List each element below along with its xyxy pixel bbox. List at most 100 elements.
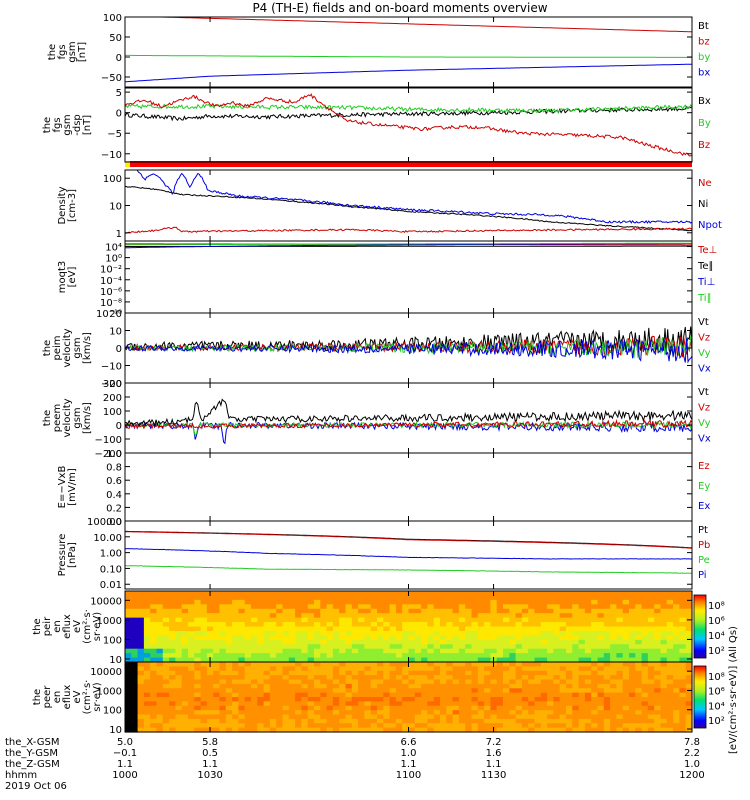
y-label-line: eflux	[62, 614, 73, 639]
legend: Pt Pb Pe Pi	[698, 525, 710, 581]
y-label-line: the	[47, 44, 58, 60]
legend-entry: Te∥	[697, 261, 714, 272]
legend-entry: Bx	[698, 96, 711, 107]
y-tick-label: 0.0	[106, 517, 122, 528]
series-line-ne	[125, 226, 693, 234]
y-tick-label: 100	[103, 13, 122, 24]
y-label-line: E=−VxB	[57, 466, 68, 509]
chart-title: P4 (TH-E) fields and on-board moments ov…	[252, 1, 547, 15]
y-tick-label: 1000	[97, 687, 122, 698]
series-line-bt	[162, 16, 692, 33]
y-label-line: [nPa]	[67, 542, 78, 568]
y-label-line: en	[52, 620, 63, 633]
spectrogram-2	[125, 662, 693, 733]
panel-frame	[124, 520, 693, 590]
legend-entry: Vz	[698, 333, 710, 344]
legend-entry: By	[698, 118, 711, 129]
legend-entry: Vx	[698, 364, 711, 375]
legend-entry: Bz	[698, 140, 710, 151]
y-label-line: sr·eV)	[92, 612, 103, 641]
y-label-line: gsm	[67, 41, 78, 62]
panel-frame	[124, 87, 693, 163]
legend-entry: Vt	[698, 387, 709, 398]
y-tick-label: 10	[109, 202, 122, 213]
legend-entry: by	[698, 52, 710, 63]
y-label-line: (cm²·s·	[82, 609, 93, 644]
legend-entry: Ez	[698, 461, 710, 472]
legend-entry: Vy	[698, 348, 711, 359]
y-tick-label: 100	[103, 706, 122, 717]
legend-entry: Vt	[698, 317, 709, 328]
y-tick-label: 1.0	[106, 449, 122, 460]
y-tick-label: 1.00	[100, 549, 122, 560]
y-tick-label: 5	[116, 88, 122, 99]
series-line-by	[124, 103, 693, 114]
legend-entry: Ti⊥	[697, 277, 715, 288]
y-tick-label: 0.10	[100, 564, 122, 575]
y-label-line: gsm	[72, 407, 83, 428]
legend: Bt bz by bx	[698, 21, 710, 79]
y-tick-label: −50	[101, 73, 122, 84]
legend: Vt Vz Vy Vx	[698, 317, 711, 375]
colorbar-tick-label: 10⁶	[708, 616, 725, 627]
y-tick-label: 100.00	[87, 517, 122, 528]
y-label-line: fgs	[57, 44, 68, 59]
time-axis-row-label: hhmm	[5, 770, 37, 781]
time-axis-value: 1100	[396, 770, 421, 781]
series-line-pe	[124, 565, 693, 574]
legend-entry: Pe	[698, 555, 710, 566]
y-tick-label: 10	[109, 327, 122, 338]
y-axis-label: the peem velocity gsm [km/s]	[42, 398, 93, 437]
y-label-line: [cm-3]	[67, 189, 78, 222]
y-label-line: Density	[57, 186, 68, 224]
legend: Te⊥ Te∥ Ti⊥ Ti∥	[697, 245, 717, 304]
series-line-vy	[124, 420, 693, 437]
series-line-vt	[124, 398, 693, 427]
y-tick-label: 10⁻¹⁰	[96, 309, 122, 320]
y-label-line: [km/s]	[82, 402, 93, 434]
y-axis-label: E=−VxB [mV/m]	[57, 466, 78, 509]
panel-frame	[124, 382, 693, 454]
y-label-line: gsm	[72, 337, 83, 358]
y-axis-label: the peer en eflux eV (cm²·s· sr·eV)	[32, 680, 103, 715]
y-label-line: peer	[42, 685, 53, 709]
legend-entry: Ex	[698, 501, 710, 512]
panel-1: 100 50 0 −50 the fgs gsm [nT] Bt bz by bx	[47, 13, 710, 88]
y-tick-label: 0.2	[106, 503, 122, 514]
y-axis-label: Pressure [nPa]	[57, 534, 78, 577]
time-axis-value: 0.5	[202, 748, 218, 759]
series-line-by	[125, 54, 692, 58]
y-tick-label: 50	[109, 33, 122, 44]
panel-8: 100.00 10.00 1.00 0.10 0.01 Pressure [nPa] Pt Pb…	[57, 517, 710, 591]
colorbar-tick-label: 10⁴	[708, 701, 725, 712]
y-label-line: [nT]	[82, 115, 93, 135]
colorbar-tick-label: 10²	[708, 646, 725, 657]
y-tick-label: 10⁴	[105, 243, 122, 254]
series-line-bx	[124, 63, 692, 83]
legend-entry: Ni	[698, 199, 708, 210]
y-label-line: peim	[52, 335, 63, 360]
time-axis-value: 1130	[481, 770, 506, 781]
y-tick-label: 100	[103, 635, 122, 646]
panel-10: 10⁸ 10⁶ 10⁴ 10² 10000 1000 100 10 the peer en eflux…	[32, 661, 725, 736]
time-axis-row-label: the_X-GSM	[5, 737, 59, 748]
series-line-vz	[124, 418, 693, 430]
legend: Bx By Bz	[698, 96, 711, 151]
legend-entry: Vy	[698, 418, 711, 429]
y-label-line: eflux	[62, 685, 73, 710]
time-axis-value: 1030	[197, 770, 222, 781]
legend-entry: Ne	[698, 178, 712, 189]
series-line-bx	[124, 105, 693, 122]
y-tick-label: 200	[103, 393, 122, 404]
time-axis-value: 2.2	[684, 748, 700, 759]
panel-frame	[124, 240, 693, 314]
legend-entry: Pb	[698, 540, 710, 551]
y-tick-label: 10000	[90, 667, 122, 678]
y-axis-label: Density [cm-3]	[57, 186, 78, 224]
time-axis-value: 7.8	[684, 737, 700, 748]
y-tick-label: 0	[116, 53, 122, 64]
time-axis-value: 5.8	[202, 737, 218, 748]
time-axis-row-label: the_Z-GSM	[5, 759, 60, 770]
y-label-line: the	[32, 689, 43, 705]
